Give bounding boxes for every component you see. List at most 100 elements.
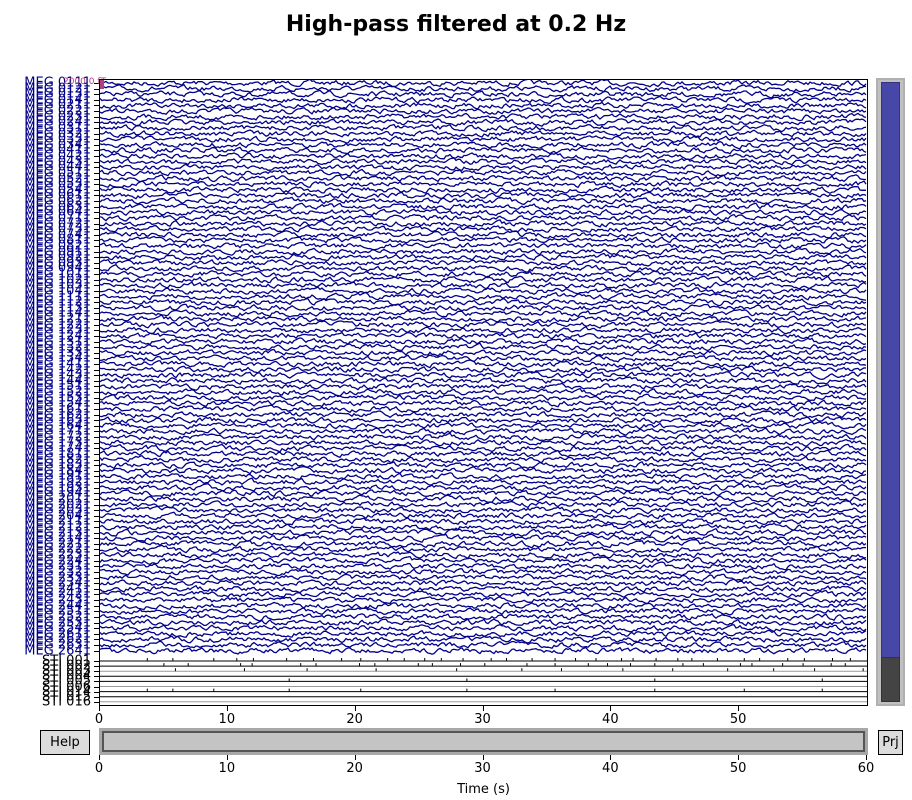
channel-label[interactable]: MEG 0121 (24, 81, 91, 97)
channel-label[interactable]: MEG 0631 (24, 199, 91, 215)
channel-label[interactable]: MEG 1721 (24, 429, 91, 445)
channel-label[interactable]: MEG 0421 (24, 148, 91, 164)
channel-label[interactable]: MEG 1831 (24, 457, 91, 473)
channel-label[interactable]: MEG 0721 (24, 216, 91, 231)
channel-label[interactable]: MEG 2111 (24, 513, 91, 529)
channel-label[interactable]: MEG 1731 (24, 435, 91, 451)
channel-label[interactable]: MEG 1231 (24, 322, 91, 338)
channel-label[interactable]: MEG 2441 (24, 598, 91, 614)
channel-label[interactable]: MEG 2021 (24, 497, 91, 512)
channel-label[interactable]: STI 003 (42, 663, 91, 679)
channel-scrollbar-stim-region[interactable] (881, 657, 900, 702)
channel-label[interactable]: MEG 0511 (24, 165, 91, 181)
projector-button[interactable]: Prj (878, 730, 903, 755)
time-scrollbar-thumb[interactable] (102, 731, 865, 752)
channel-label[interactable]: MEG 2611 (24, 626, 91, 642)
channel-label[interactable]: MEG 0741 (24, 227, 91, 243)
channel-label[interactable]: MEG 1711 (24, 423, 91, 439)
channel-label[interactable]: MEG 1111 (24, 289, 91, 305)
channel-label[interactable]: MEG 0611 (24, 187, 91, 203)
channel-label[interactable]: MEG 2221 (24, 541, 91, 557)
channel-label[interactable]: MEG 1511 (24, 378, 91, 394)
channel-label[interactable]: MEG 0921 (24, 249, 91, 265)
channel-label[interactable]: MEG 2431 (24, 592, 91, 608)
channel-label[interactable]: MEG 0931 (24, 255, 91, 271)
channel-label[interactable]: MEG 1321 (24, 339, 91, 355)
channel-label[interactable]: MEG 1931 (24, 480, 91, 496)
channel-label[interactable]: STI 015 (42, 689, 91, 705)
channel-label[interactable]: MEG 0641 (24, 204, 91, 220)
channel-label[interactable]: MEG 1031 (24, 277, 91, 293)
channel-label[interactable]: MEG 2411 (24, 581, 91, 597)
channel-label[interactable]: MEG 2041 (24, 508, 91, 524)
channel-label[interactable]: MEG 0821 (24, 238, 91, 254)
channel-label[interactable]: MEG 1021 (24, 272, 91, 288)
channel-label[interactable]: MEG 1541 (24, 395, 91, 411)
channel-label[interactable]: MEG 2331 (24, 570, 91, 586)
channel-label[interactable]: MEG 2011 (24, 491, 91, 507)
channel-label[interactable]: MEG 0341 (24, 137, 91, 153)
channel-label[interactable]: STI 004 (42, 668, 91, 684)
channel-label[interactable]: MEG 1621 (24, 407, 91, 423)
channel-label[interactable]: MEG 2231 (24, 547, 91, 563)
channel-label[interactable]: MEG 2121 (24, 519, 91, 535)
channel-label[interactable]: MEG 0621 (24, 193, 91, 209)
channel-label[interactable]: STI 016 (42, 694, 91, 710)
channel-label[interactable]: MEG 1811 (24, 446, 91, 462)
channel-scrollbar-thumb[interactable] (881, 82, 900, 658)
channel-label[interactable]: MEG 1631 (24, 412, 91, 428)
channel-label[interactable]: MEG 1221 (24, 317, 91, 333)
channel-label[interactable]: MEG 0541 (24, 182, 91, 198)
help-button[interactable]: Help (40, 730, 90, 755)
channel-label[interactable]: MEG 0731 (24, 221, 91, 237)
channel-label[interactable]: MEG 1411 (24, 356, 91, 372)
channel-label[interactable]: MEG 1341 (24, 350, 91, 366)
channel-label[interactable]: MEG 0521 (24, 171, 91, 187)
channel-label[interactable]: MEG 0431 (24, 154, 91, 170)
channel-label[interactable]: MEG 1241 (24, 328, 91, 344)
channel-label[interactable]: MEG 1611 (24, 401, 91, 417)
channel-label[interactable]: MEG 1421 (24, 362, 91, 378)
channel-label[interactable]: STI 002 (42, 658, 91, 674)
channel-label[interactable]: MEG 0531 (24, 176, 91, 192)
channel-label[interactable]: MEG 0111 (24, 75, 91, 91)
channel-label[interactable]: MEG 1431 (24, 367, 91, 383)
time-scrollbar[interactable] (99, 728, 868, 755)
channel-label[interactable]: MEG 0321 (24, 126, 91, 142)
channel-label[interactable]: MEG 0711 (24, 210, 91, 226)
channel-label[interactable]: MEG 2511 (24, 603, 91, 619)
channel-scrollbar[interactable] (876, 78, 905, 706)
channel-label[interactable]: STI 006 (42, 679, 91, 694)
channel-label[interactable]: MEG 1911 (24, 468, 91, 484)
channel-label[interactable]: MEG 0221 (24, 103, 91, 119)
channel-label[interactable]: MEG 2311 (24, 558, 91, 574)
channel-label[interactable]: MEG 0411 (24, 142, 91, 158)
channel-label[interactable]: MEG 1741 (24, 440, 91, 456)
channel-label[interactable]: MEG 2531 (24, 615, 91, 631)
channel-label[interactable]: MEG 1821 (24, 452, 91, 468)
channel-label[interactable]: MEG 0331 (24, 131, 91, 147)
channel-label[interactable]: MEG 0441 (24, 159, 91, 175)
channel-label[interactable]: MEG 2241 (24, 553, 91, 569)
channel-label[interactable]: MEG 2631 (24, 637, 91, 653)
channel-label[interactable]: MEG 0811 (24, 232, 91, 248)
channel-label[interactable]: MEG 1941 (24, 485, 91, 501)
channel-label[interactable]: MEG 1131 (24, 300, 91, 316)
channel-label[interactable]: MEG 0141 (24, 92, 91, 108)
channel-label[interactable]: MEG 2541 (24, 620, 91, 636)
channel-label[interactable]: MEG 2621 (24, 631, 91, 647)
channel-label[interactable]: MEG 1121 (24, 294, 91, 310)
channel-label[interactable]: MEG 0231 (24, 109, 91, 125)
channel-label[interactable]: STI 014 (42, 684, 91, 700)
channel-label[interactable]: MEG 1521 (24, 384, 91, 400)
channel-label[interactable]: STI 005 (42, 673, 91, 689)
channel-label[interactable]: MEG 1211 (24, 311, 91, 327)
channel-label[interactable]: MEG 0241 (24, 114, 91, 130)
channel-label[interactable]: MEG 1841 (24, 463, 91, 479)
channel-label[interactable]: MEG 1331 (24, 345, 91, 361)
channel-label[interactable]: MEG 1311 (24, 334, 91, 350)
channel-label[interactable]: MEG 2521 (24, 609, 91, 625)
channel-label[interactable]: MEG 0131 (24, 86, 91, 102)
channel-label[interactable]: MEG 0211 (24, 97, 91, 113)
raw-data-plot[interactable] (99, 79, 868, 706)
